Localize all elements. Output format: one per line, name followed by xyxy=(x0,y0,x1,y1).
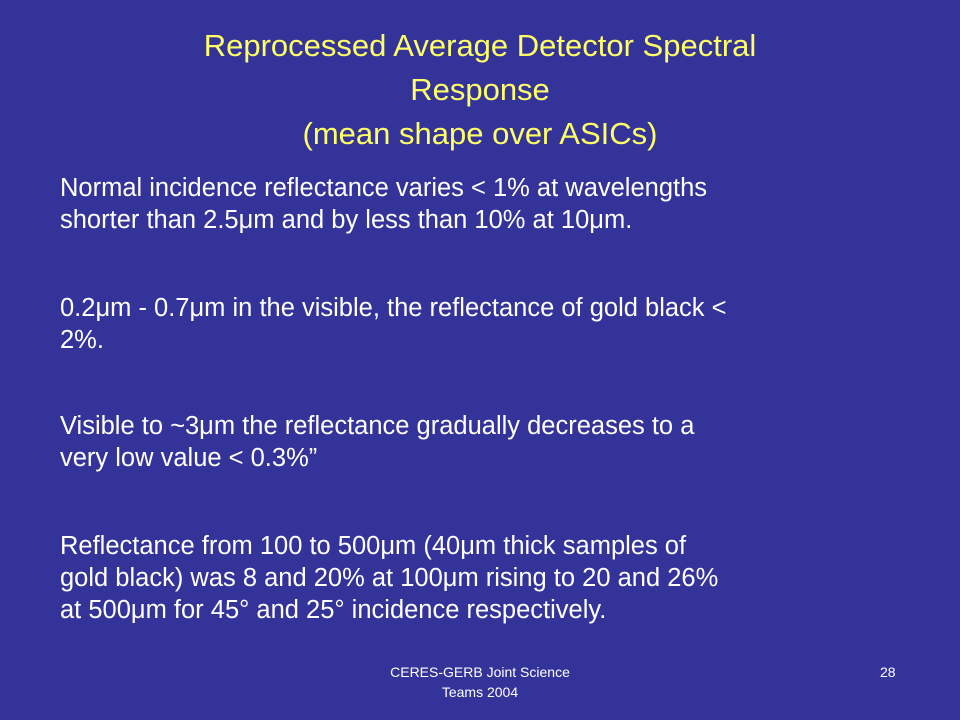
body-text: gold black) was 8 and 20% at 100μm risin… xyxy=(60,564,719,592)
body-text: at 500μm for 45° and 25° incidence respe… xyxy=(60,596,607,624)
body-text: 0.2μm - 0.7μm in the visible, the reflec… xyxy=(60,294,727,322)
body-text: Reflectance from 100 to 500μm (40μm thic… xyxy=(60,532,687,560)
footer-text: CERES-GERB Joint Science xyxy=(390,664,570,680)
body-text: very low value < 0.3%” xyxy=(60,444,318,472)
body-text: Normal incidence reflectance varies < 1%… xyxy=(60,174,708,202)
slide-title: Response xyxy=(410,72,550,107)
footer-text: Teams 2004 xyxy=(441,684,519,700)
body-text: shorter than 2.5μm and by less than 10% … xyxy=(60,206,633,234)
page-number: 28 xyxy=(880,664,896,680)
body-text: Visible to ~3μm the reflectance graduall… xyxy=(60,412,695,440)
slide-title: Reprocessed Average Detector Spectral xyxy=(203,28,757,63)
slide-title: (mean shape over ASICs) xyxy=(302,116,658,151)
body-text: 2%. xyxy=(60,326,104,354)
